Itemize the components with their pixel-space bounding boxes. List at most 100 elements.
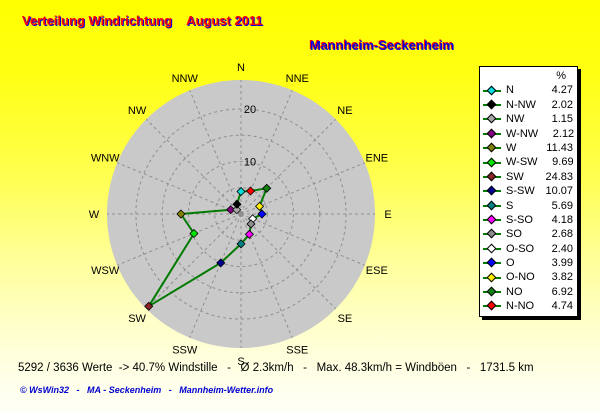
grid-spoke-NNW <box>189 90 242 215</box>
grid-spoke-NNE <box>240 90 293 215</box>
marker-diamond-icon <box>486 214 497 225</box>
legend-header-row: % <box>480 69 577 83</box>
series-marker-icon <box>483 243 501 254</box>
legend-value: 3.99 <box>551 257 573 270</box>
legend-value: 3.82 <box>551 271 573 284</box>
data-point-NE <box>262 183 272 193</box>
compass-label-WNW: WNW <box>91 153 120 165</box>
legend-value: 2.12 <box>552 127 575 140</box>
compass-label-WSW: WSW <box>91 265 120 277</box>
legend-value: 4.27 <box>551 84 573 97</box>
series-marker-icon <box>483 286 501 297</box>
legend-item-W: W 11.43 <box>480 141 577 155</box>
legend-item-SO: SO 2.68 <box>480 227 577 241</box>
legend-label: N <box>506 84 514 97</box>
legend-box: % N 4.27 N-NW 2.02 NW 1.15 W-NW 2.12 W 11.43 W-SW 9.… <box>479 66 578 317</box>
legend-value: 10.07 <box>545 185 573 198</box>
series-marker-icon <box>483 85 501 96</box>
legend-item-N-NO: N-NO 4.74 <box>480 299 577 313</box>
grid-spoke-SSE <box>240 213 293 338</box>
legend-label: NO <box>506 285 523 298</box>
legend-value: 4.18 <box>551 213 573 226</box>
legend-unit-header: % <box>556 70 566 82</box>
legend-value: 11.43 <box>546 141 573 154</box>
marker-diamond-icon <box>486 157 497 167</box>
marker-diamond-icon <box>486 85 497 96</box>
legend-item-O-NO: O-NO 3.82 <box>480 270 577 284</box>
grid-spoke-WSW <box>117 213 242 266</box>
marker-diamond-icon <box>486 128 497 139</box>
legend-value: 1.15 <box>551 113 573 126</box>
data-point-SSE <box>244 229 254 239</box>
marker-diamond-icon <box>486 243 497 254</box>
statistics-text: 5292 / 3636 Werte -> 40.7% Windstille - … <box>18 362 534 374</box>
legend-label: N-NO <box>506 300 535 313</box>
polar-grid <box>107 80 375 348</box>
data-point-NNE <box>245 186 256 196</box>
series-marker-icon <box>483 257 501 268</box>
data-point-ENE <box>254 201 265 211</box>
axis-tick-label-20: 20 <box>244 104 256 116</box>
series-marker-icon <box>483 229 501 239</box>
marker-diamond-icon <box>486 272 497 283</box>
marker-diamond-icon <box>486 229 497 239</box>
legend-item-W-SW: W-SW 9.69 <box>480 155 577 169</box>
compass-label-SSW: SSW <box>172 345 198 357</box>
legend-item-NO: NO 6.92 <box>480 285 577 299</box>
grid-spoke-WNW <box>117 162 242 215</box>
compass-label-NNE: NNE <box>286 73 309 85</box>
legend-value: 24.83 <box>545 170 573 183</box>
legend-label: W-SW <box>506 156 538 169</box>
legend-value: 2.40 <box>551 242 573 255</box>
axis-tick-label-10: 10 <box>244 156 256 168</box>
series-marker-icon <box>483 272 501 283</box>
marker-diamond-icon <box>486 257 497 268</box>
marker-diamond-icon <box>486 286 497 297</box>
grid-spoke-ENE <box>240 162 365 215</box>
legend-item-N-NW: N-NW 2.02 <box>480 98 577 112</box>
data-point-W <box>176 209 186 219</box>
legend-label: NW <box>506 113 525 126</box>
compass-label-E: E <box>384 209 391 221</box>
legend-label: N-NW <box>506 98 536 111</box>
data-point-NNW <box>232 199 242 209</box>
data-point-NW <box>232 205 242 215</box>
marker-diamond-icon <box>486 300 497 311</box>
legend-glyph-spacer <box>483 71 501 81</box>
grid-spoke-NW <box>145 118 242 215</box>
data-point-S <box>236 239 246 249</box>
compass-label-SE: SE <box>338 313 353 325</box>
legend-item-N: N 4.27 <box>480 83 577 97</box>
legend-value: 2.02 <box>551 98 573 111</box>
legend-item-S-SW: S-SW 10.07 <box>480 184 577 198</box>
legend-label: S <box>506 199 514 212</box>
grid-ring-20 <box>135 108 347 320</box>
compass-label-NNW: NNW <box>172 73 199 85</box>
series-marker-icon <box>483 185 501 196</box>
series-marker-icon <box>483 214 501 225</box>
data-point-WSW <box>189 228 199 239</box>
series-marker-icon <box>483 300 501 311</box>
compass-label-S: S <box>237 356 244 368</box>
legend-item-S: S 5.69 <box>480 199 577 213</box>
compass-label-SW: SW <box>128 313 146 325</box>
compass-label-W: W <box>89 209 100 221</box>
legend-value: 4.74 <box>551 300 573 313</box>
data-point-N <box>236 186 246 197</box>
marker-diamond-icon <box>486 142 497 153</box>
data-point-SE <box>246 219 256 229</box>
legend-label: O <box>506 257 515 270</box>
legend-label: SO <box>506 228 522 241</box>
grid-spoke-ESE <box>240 213 365 266</box>
series-marker-icon <box>483 113 501 124</box>
compass-label-ESE: ESE <box>366 265 388 277</box>
grid-spoke-SE <box>240 213 337 310</box>
data-point-E <box>257 209 267 219</box>
grid-spoke-SSW <box>189 213 242 338</box>
series-marker-icon <box>483 171 501 182</box>
compass-label-NW: NW <box>128 105 147 117</box>
legend-label: W <box>506 141 517 154</box>
marker-diamond-icon <box>486 171 497 182</box>
grid-spoke-NE <box>240 118 337 215</box>
